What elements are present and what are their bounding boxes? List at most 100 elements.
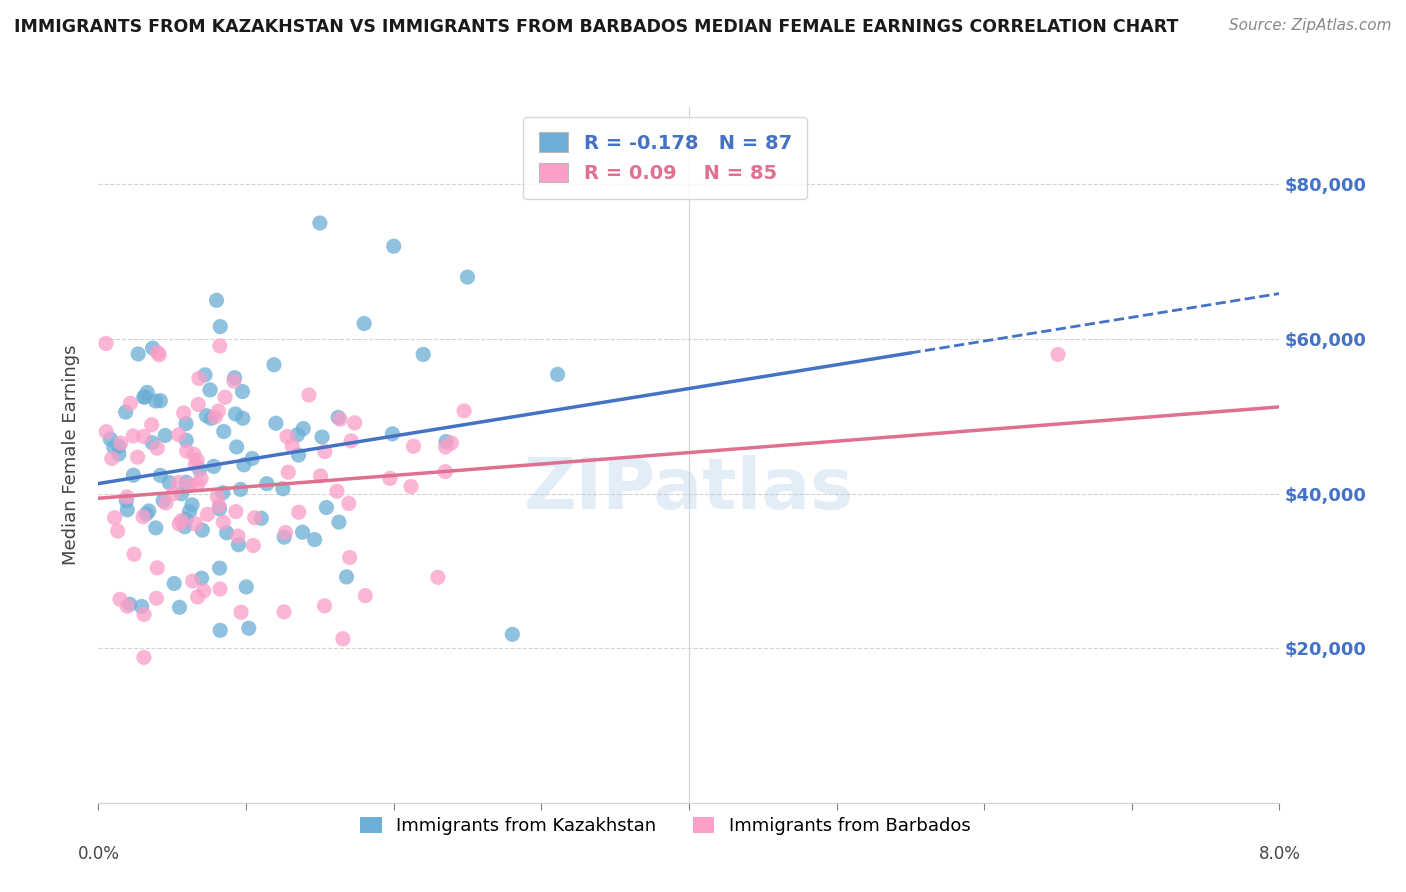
Point	[209, 624, 232, 638]
Point	[208, 339, 231, 353]
Point	[117, 503, 139, 517]
Point	[229, 605, 252, 619]
Point	[335, 570, 357, 584]
Point	[94, 336, 117, 351]
Point	[96, 425, 118, 439]
Point	[117, 599, 139, 614]
Point	[141, 417, 163, 432]
Text: IMMIGRANTS FROM KAZAKHSTAN VS IMMIGRANTS FROM BARBADOS MEDIAN FEMALE EARNINGS CO: IMMIGRANTS FROM KAZAKHSTAN VS IMMIGRANTS…	[14, 18, 1178, 36]
Point	[263, 358, 285, 372]
Point	[311, 430, 333, 444]
Point	[208, 582, 231, 596]
Point	[204, 409, 226, 424]
Point	[208, 561, 231, 575]
Point	[188, 462, 211, 476]
Text: 8.0%: 8.0%	[1258, 845, 1301, 863]
Point	[184, 458, 207, 472]
Point	[242, 539, 264, 553]
Point	[434, 465, 457, 479]
Point	[276, 429, 298, 443]
Point	[179, 477, 201, 491]
Point	[292, 421, 315, 435]
Point	[162, 487, 184, 501]
Point	[231, 384, 253, 399]
Point	[132, 429, 155, 443]
Point	[127, 347, 149, 361]
Point	[115, 490, 138, 504]
Point	[134, 390, 156, 404]
Point	[174, 434, 197, 448]
Point	[108, 439, 131, 453]
Point	[205, 293, 228, 308]
Point	[273, 530, 295, 544]
Point	[174, 512, 197, 526]
Point	[232, 458, 254, 472]
Point	[314, 599, 336, 613]
Point	[200, 411, 222, 425]
Point	[118, 597, 141, 611]
Point	[225, 504, 247, 518]
Point	[190, 472, 212, 486]
Point	[273, 605, 295, 619]
Point	[184, 516, 207, 531]
Point	[208, 501, 231, 516]
Point	[1046, 347, 1070, 361]
Point	[174, 475, 197, 490]
Point	[224, 407, 246, 421]
Point	[309, 216, 332, 230]
Point	[169, 600, 191, 615]
Point	[298, 388, 321, 402]
Point	[326, 410, 349, 425]
Point	[120, 396, 142, 410]
Point	[402, 439, 425, 453]
Point	[173, 406, 195, 420]
Point	[176, 444, 198, 458]
Point	[149, 468, 172, 483]
Point	[277, 465, 299, 479]
Point	[238, 621, 260, 635]
Point	[186, 453, 208, 467]
Point	[187, 397, 209, 411]
Point	[108, 592, 131, 607]
Point	[174, 417, 197, 431]
Point	[167, 517, 190, 532]
Point	[309, 469, 332, 483]
Point	[170, 487, 193, 501]
Point	[194, 368, 217, 382]
Point	[207, 489, 229, 503]
Point	[304, 533, 326, 547]
Point	[114, 405, 136, 419]
Point	[224, 370, 246, 384]
Point	[167, 475, 190, 490]
Point	[256, 476, 278, 491]
Point	[212, 485, 235, 500]
Text: Source: ZipAtlas.com: Source: ZipAtlas.com	[1229, 18, 1392, 33]
Point	[187, 590, 209, 604]
Point	[122, 468, 145, 483]
Point	[179, 505, 201, 519]
Point	[329, 412, 352, 426]
Point	[108, 447, 131, 461]
Point	[243, 510, 266, 524]
Point	[214, 390, 236, 404]
Point	[453, 404, 475, 418]
Text: ZIPatlas: ZIPatlas	[524, 455, 853, 524]
Point	[215, 525, 238, 540]
Point	[353, 317, 375, 331]
Point	[132, 390, 155, 404]
Point	[181, 574, 204, 588]
Point	[343, 416, 366, 430]
Point	[212, 515, 235, 529]
Point	[131, 599, 153, 614]
Point	[340, 434, 363, 448]
Point	[212, 425, 235, 439]
Point	[315, 500, 337, 515]
Point	[208, 499, 231, 513]
Point	[326, 484, 349, 499]
Point	[209, 319, 232, 334]
Point	[378, 471, 401, 485]
Point	[412, 347, 434, 361]
Point	[337, 496, 360, 510]
Point	[146, 441, 169, 455]
Point	[339, 550, 361, 565]
